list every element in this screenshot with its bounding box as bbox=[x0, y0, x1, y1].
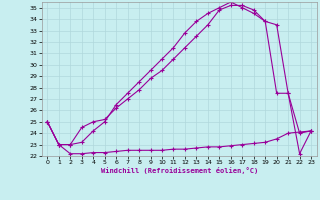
X-axis label: Windchill (Refroidissement éolien,°C): Windchill (Refroidissement éolien,°C) bbox=[100, 167, 258, 174]
